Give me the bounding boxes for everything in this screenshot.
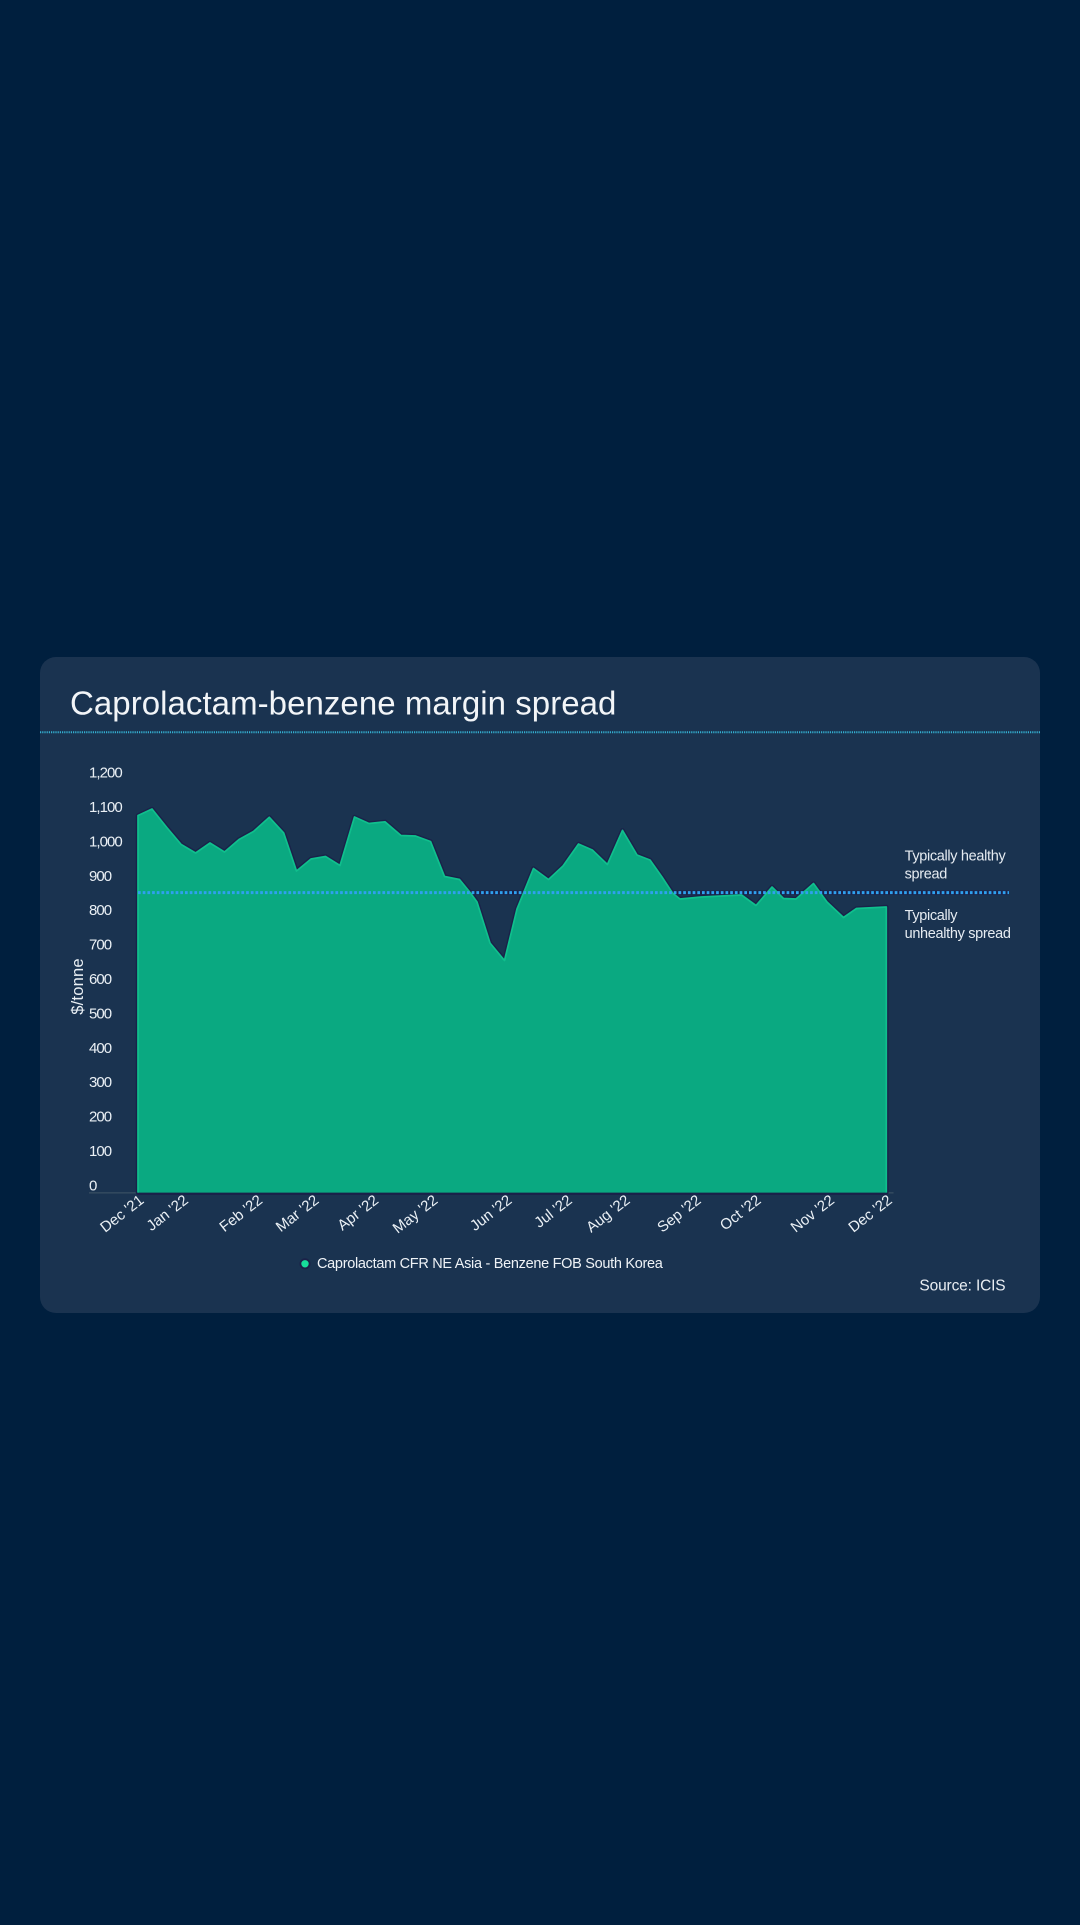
- svg-text:800: 800: [89, 902, 112, 919]
- svg-text:Caprolactam-benzene margin spr: Caprolactam-benzene margin spread: [70, 685, 616, 722]
- svg-text:200: 200: [89, 1109, 112, 1126]
- svg-text:900: 900: [89, 868, 112, 885]
- svg-text:500: 500: [89, 1005, 112, 1022]
- svg-text:100: 100: [89, 1143, 112, 1160]
- svg-text:Source: ICIS: Source: ICIS: [919, 1278, 1005, 1295]
- svg-text:300: 300: [89, 1074, 112, 1091]
- svg-text:1,100: 1,100: [89, 799, 122, 816]
- svg-text:700: 700: [89, 937, 112, 954]
- svg-text:$/tonne: $/tonne: [69, 958, 87, 1014]
- svg-text:400: 400: [89, 1040, 112, 1057]
- svg-text:Caprolactam CFR NE Asia - Benz: Caprolactam CFR NE Asia - Benzene FOB So…: [317, 1256, 664, 1272]
- svg-text:unhealthy spread: unhealthy spread: [905, 926, 1011, 942]
- svg-text:600: 600: [89, 971, 112, 988]
- svg-text:spread: spread: [905, 867, 948, 883]
- svg-text:1,000: 1,000: [89, 833, 122, 850]
- svg-text:Typically: Typically: [905, 908, 959, 924]
- svg-text:0: 0: [89, 1177, 97, 1194]
- svg-text:1,200: 1,200: [89, 764, 122, 781]
- svg-text:Typically healthy: Typically healthy: [905, 849, 1007, 865]
